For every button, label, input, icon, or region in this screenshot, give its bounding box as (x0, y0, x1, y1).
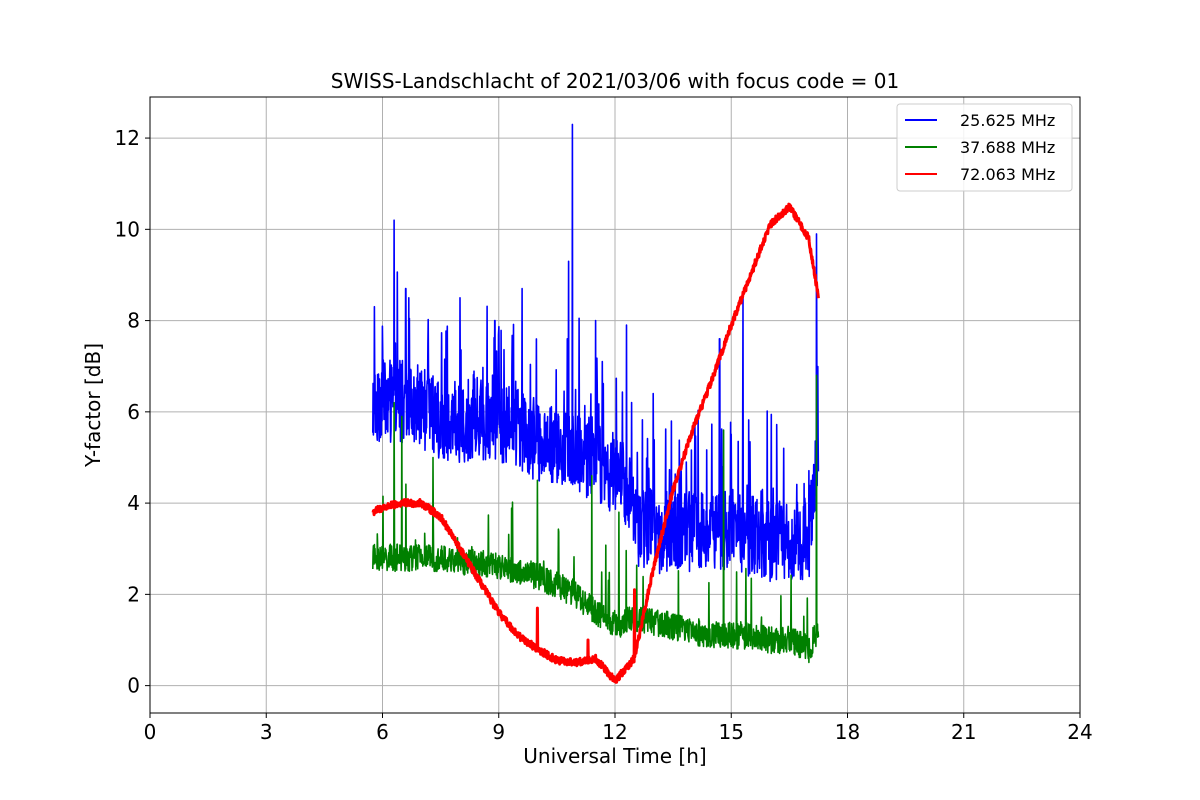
y-tick-label: 8 (127, 309, 140, 333)
series-layer (371, 123, 820, 684)
x-tick-label: 24 (1067, 720, 1092, 744)
y-tick-label: 12 (115, 126, 140, 150)
x-tick-label: 0 (144, 720, 157, 744)
x-tick-label: 15 (719, 720, 744, 744)
legend-label: 25.625 MHz (960, 111, 1055, 130)
series-line-1 (372, 123, 820, 583)
y-tick-label: 0 (127, 674, 140, 698)
series-line-2 (372, 374, 820, 664)
y-axis-label: Y-factor [dB] (81, 343, 105, 468)
x-tick-label: 18 (835, 720, 860, 744)
x-tick-label: 9 (492, 720, 505, 744)
x-tick-label: 6 (376, 720, 389, 744)
y-tick-label: 6 (127, 400, 140, 424)
legend-label: 72.063 MHz (960, 165, 1055, 184)
legend: 25.625 MHz 37.688 MHz 72.063 MHz (896, 103, 1073, 192)
legend-box (896, 103, 1073, 192)
chart-title: SWISS-Landschlacht of 2021/03/06 with fo… (331, 69, 899, 93)
x-tick-label: 12 (602, 720, 627, 744)
y-tick-label: 4 (127, 491, 140, 515)
x-tick-label: 3 (260, 720, 273, 744)
series-line-3 (371, 202, 820, 684)
y-tick-label: 10 (115, 217, 140, 241)
x-tick-label: 21 (951, 720, 976, 744)
y-tick-label: 2 (127, 582, 140, 606)
legend-label: 37.688 MHz (960, 138, 1055, 157)
x-axis-label: Universal Time [h] (523, 744, 706, 768)
